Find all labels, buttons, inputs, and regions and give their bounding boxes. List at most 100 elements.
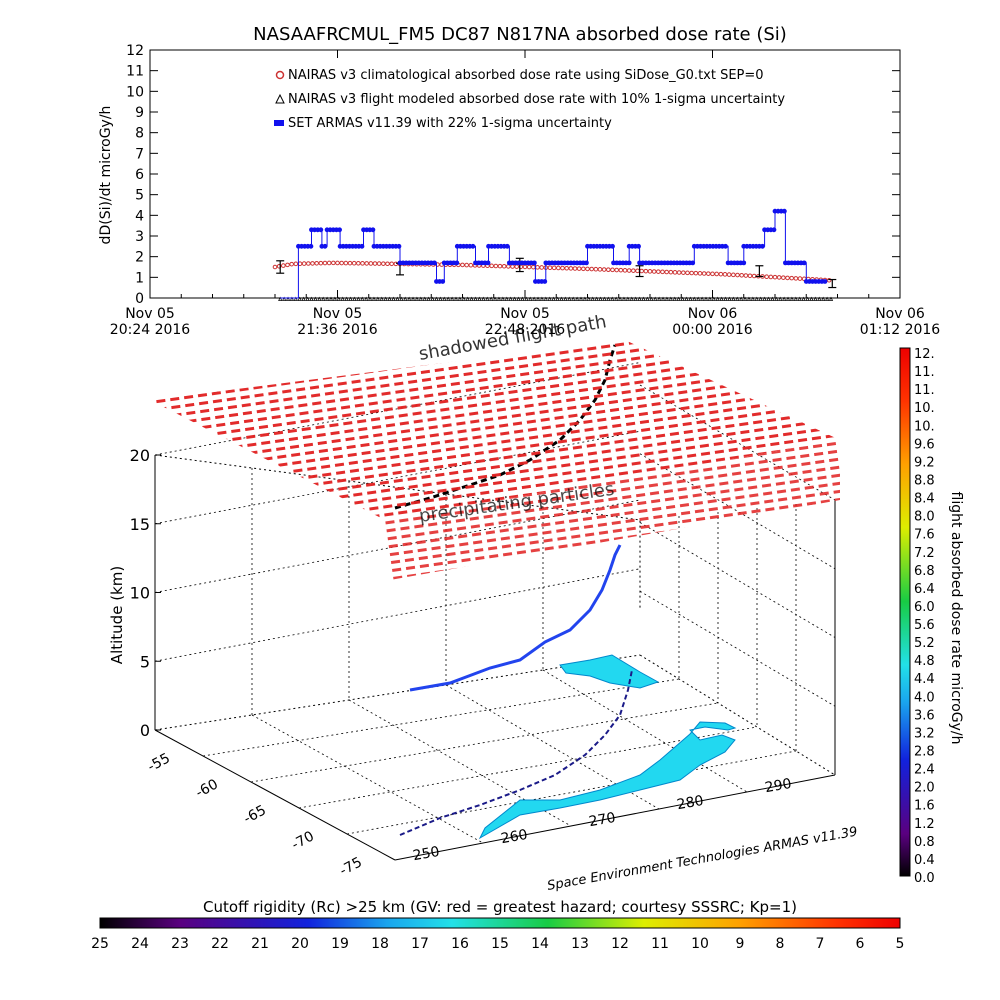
model-baseline-marker [676,296,681,301]
dose-tick-label: 3.6 [914,708,935,723]
climatological-marker [293,261,299,267]
model-baseline-marker [813,296,818,301]
y-tick-label: 9 [135,105,144,121]
climatological-marker [385,261,390,267]
climatological-marker [626,268,632,273]
climatological-marker [368,261,374,266]
model-baseline-marker [578,296,584,301]
climatological-marker [776,275,782,280]
model-baseline-marker [707,296,713,301]
armas-marker [308,243,314,249]
climatological-marker [281,263,286,268]
model-baseline-marker [278,296,283,301]
model-baseline-marker [535,296,541,301]
climatological-marker [364,261,369,266]
dose-tick-label: 9.2 [914,455,935,470]
dose-tick-label: 11. [914,383,935,398]
climatological-marker [593,266,599,272]
dose-tick-label: 2.8 [914,745,935,760]
model-baseline-marker [602,296,607,301]
climatological-marker [664,269,669,275]
armas-marker [626,260,632,266]
climatological-marker [676,270,682,275]
climatological-marker [501,263,507,269]
model-baseline-marker [629,296,634,301]
armas-marker [431,260,437,266]
model-baseline-marker [383,296,388,301]
climatological-marker [464,262,469,268]
model-baseline-marker [434,296,439,301]
model-baseline-marker [301,296,306,301]
legend-marker-armas [274,120,284,126]
climatological-marker [564,265,569,271]
model-baseline-marker [551,296,556,301]
model-baseline-marker [531,296,537,301]
climatological-marker [743,273,749,278]
dose-tick-label: 8.4 [914,492,935,507]
longitude-tick-label: 250 [412,844,441,864]
model-baseline-marker [742,296,748,301]
legend-entry: SET ARMAS v11.39 with 22% 1-sigma uncert… [288,116,612,131]
dose-tick-label: 2.0 [914,781,935,796]
dose-tick-label: 11. [914,365,935,380]
model-baseline-marker [770,296,775,301]
model-baseline-marker [567,296,572,301]
climatological-marker [668,269,674,275]
model-baseline-marker [824,296,830,301]
climatological-marker [701,271,707,276]
model-baseline-marker [516,296,521,301]
armas-marker [741,260,747,266]
climatological-marker [356,260,361,266]
climatological-marker [514,264,519,269]
armas-marker [504,243,510,249]
climatological-marker [522,264,528,270]
rigidity-tick-label: 18 [371,936,389,952]
dose-tick-label: 7.6 [914,528,935,543]
model-baseline-marker [473,296,478,301]
armas-marker [822,279,828,284]
climatological-marker [706,271,711,276]
model-baseline-marker [781,296,787,301]
model-baseline-marker [809,296,814,301]
model-baseline-marker [699,296,705,301]
model-baseline-marker [703,296,709,301]
rigidity-tick-label: 11 [651,936,669,952]
rigidity-tick-label: 22 [211,936,229,952]
climatological-marker [493,263,499,269]
armas-marker [318,227,324,233]
model-baseline-marker [457,296,463,301]
climatological-marker [697,271,703,276]
dose-colorbar: 12. 11. 11. 10. 10. 9.6 9.2 8.8 8.4 8.0 7.6 7.2 6.8 6… [899,347,964,886]
climatological-marker [672,270,678,275]
climatological-marker [389,261,394,267]
model-baseline-marker [477,296,482,301]
climatological-marker [639,268,644,274]
climatological-marker [772,274,778,280]
climatological-marker [372,261,378,266]
model-baseline-marker [492,296,498,301]
model-baseline-marker [613,296,619,301]
climatological-marker [764,274,769,280]
armas-marker [636,243,641,249]
model-baseline-marker [543,296,548,301]
model-baseline-marker [289,296,295,301]
rigidity-colorbar: Cutoff rigidity (Rc) >25 km (GV: red = g… [91,898,904,952]
model-baseline-marker [785,296,791,301]
model-baseline-marker [594,296,599,301]
model-baseline-marker [606,296,611,301]
armas-marker [771,227,777,233]
climatological-marker [314,260,319,266]
climatological-marker [531,264,536,270]
chart-title: NASAAFRCMUL_FM5 DC87 N817NA absorbed dos… [253,24,787,45]
dose-tick-label: 5.6 [914,618,935,633]
rigidity-tick-label: 13 [571,936,589,952]
model-baseline-marker [731,296,736,301]
y-tick-label: 5 [135,188,144,204]
model-baseline-marker [547,296,552,301]
y-tick-label: 6 [135,167,144,183]
model-baseline-marker [641,296,646,301]
land-south-america [478,721,737,840]
dose-colorbar-label: flight absorbed dose rate microGy/h [948,492,964,745]
